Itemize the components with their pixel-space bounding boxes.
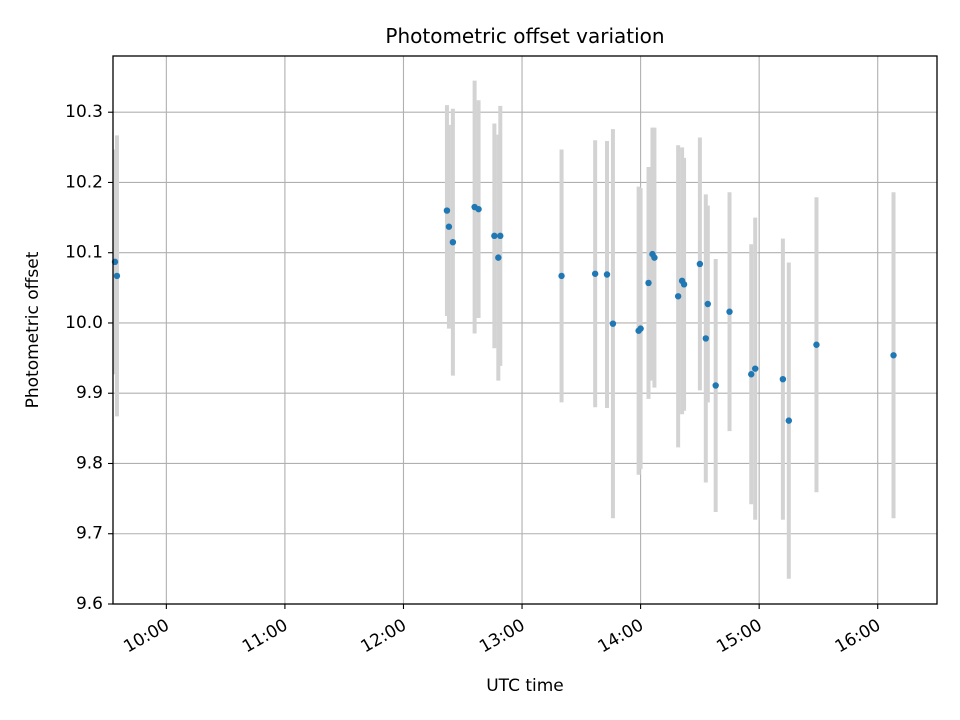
data-point [609,320,617,327]
point-layer [111,203,897,424]
data-point [603,271,611,278]
data-point [680,281,688,288]
data-point [475,205,482,213]
x-axis-label: UTC time [486,676,564,696]
data-point [696,260,704,268]
data-point [113,272,121,280]
plot-frame [112,55,938,605]
data-point [651,254,658,261]
data-point [495,254,502,261]
data-point [779,375,787,383]
data-point [726,308,733,315]
data-point [704,300,711,308]
data-point [491,232,498,240]
y-tick-label: 10.1 [65,243,103,263]
y-tick-label: 9.7 [76,524,103,544]
data-point [591,270,599,277]
chart-title: Photometric offset variation [385,24,664,48]
data-point [748,371,755,378]
y-tick-label: 9.8 [76,453,103,473]
data-point [497,232,504,240]
y-axis-label: Photometric offset [23,251,43,408]
data-point [702,335,710,342]
data-point [445,223,453,230]
y-tick-label: 10.0 [65,313,103,333]
data-point [712,382,719,389]
data-point [674,293,682,300]
y-tick-label: 10.2 [65,172,103,192]
data-point [449,238,457,246]
data-point [645,279,652,287]
data-point [890,352,897,359]
data-point [637,325,644,332]
data-point [558,272,565,280]
data-point [752,365,759,372]
y-tick-label: 9.6 [76,594,103,614]
data-point [813,341,820,348]
y-tick-label: 10.3 [65,102,103,122]
data-point [785,417,792,424]
data-point [443,207,451,214]
y-tick-label: 9.9 [76,383,103,403]
